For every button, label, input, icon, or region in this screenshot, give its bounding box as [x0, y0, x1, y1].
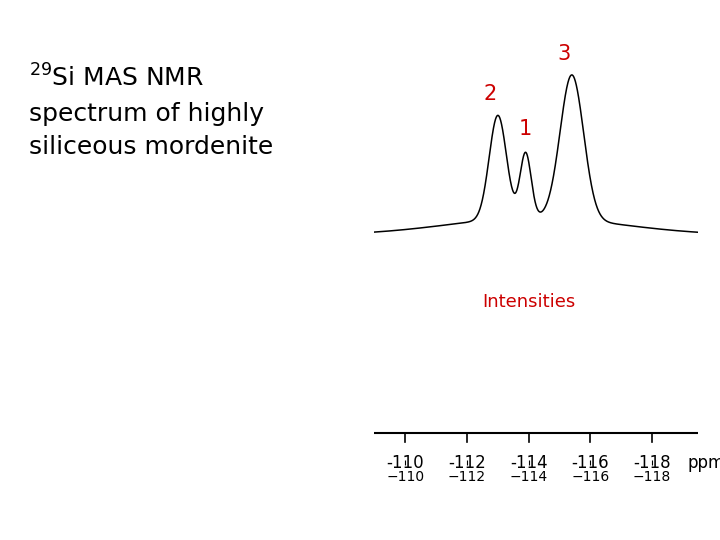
Text: ppm: ppm: [688, 454, 720, 471]
Text: -114: -114: [510, 454, 547, 471]
Text: -112: -112: [448, 454, 486, 471]
Text: 3: 3: [557, 44, 571, 64]
Text: 1: 1: [519, 119, 532, 139]
Text: -110: -110: [387, 454, 424, 471]
Text: 2: 2: [484, 84, 497, 104]
Text: $^{29}$Si MAS NMR
spectrum of highly
siliceous mordenite: $^{29}$Si MAS NMR spectrum of highly sil…: [29, 65, 273, 159]
Text: -116: -116: [572, 454, 609, 471]
Text: Intensities: Intensities: [482, 293, 576, 312]
Text: -118: -118: [634, 454, 671, 471]
